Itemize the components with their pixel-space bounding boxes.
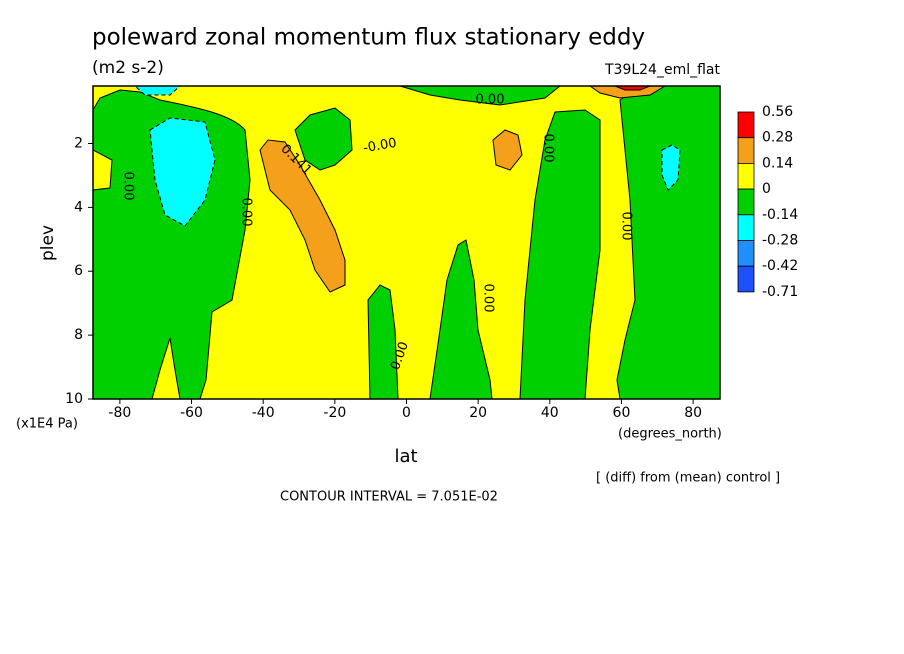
contour-region [429,239,493,400]
units: (m2 s-2) [92,58,164,78]
y-tick-label: 10 [65,391,83,407]
contour-region [616,85,721,400]
colorbar-box [737,188,755,216]
colorbar-box [737,240,755,267]
x-tick-label: 0 [402,405,411,421]
contour-label: 0.00 [481,284,496,313]
colorbar-box [737,111,755,139]
x-tick-label: -20 [323,405,346,421]
x-tick-label: 20 [469,405,487,421]
contour-region [149,117,216,227]
y-tick-label: 2 [74,135,83,151]
colorbar-label: -0.14 [762,207,798,223]
x-tick-label: 80 [684,405,702,421]
contour-label: -0.00 [362,136,398,157]
x-tick-label: -60 [180,405,203,421]
colorbar-label: 0 [762,181,771,197]
subtitle: T39L24_eml_flat [604,62,721,78]
colorbar-label: -0.28 [762,233,798,249]
contour-region [661,144,681,191]
contour-region [492,129,523,171]
x-tick-label: 60 [613,405,631,421]
contour-label: 0.00 [619,212,634,241]
contour-region [294,107,353,171]
x-axis-label: lat [394,446,417,467]
contour-label: 0.00 [541,134,556,163]
y-tick-label: 6 [74,263,83,279]
colorbar-label: 0.28 [762,130,793,146]
x-tick-label: 40 [541,405,559,421]
y-unit: (x1E4 Pa) [16,417,78,432]
contour-interval: CONTOUR INTERVAL = 7.051E-02 [280,490,498,505]
note: [ (diff) from (mean) control ] [596,471,780,486]
contour-label: 0.00 [121,172,136,201]
colorbar-label: -0.42 [762,258,798,274]
x-tick-label: -80 [108,405,131,421]
y-tick-label: 4 [74,199,83,215]
colorbar-box [737,137,755,164]
y-tick-label: 8 [74,327,83,343]
colorbar-label: 0.14 [762,155,793,171]
contour-region [519,109,601,400]
y-axis-label: plev [38,225,58,261]
contour-region [259,139,346,293]
colorbar-box [737,214,755,241]
contour-label: 0.00 [239,198,254,227]
colorbar-box [737,162,755,190]
colorbar-label: 0.56 [762,104,793,120]
colorbar-label: -0.71 [762,284,798,300]
contour-label: 0.00 [476,93,505,108]
x-tick-label: -40 [252,405,275,421]
x-unit: (degrees_north) [618,427,722,442]
colorbar-box [737,265,755,293]
chart-title: poleward zonal momentum flux stationary … [92,25,645,51]
